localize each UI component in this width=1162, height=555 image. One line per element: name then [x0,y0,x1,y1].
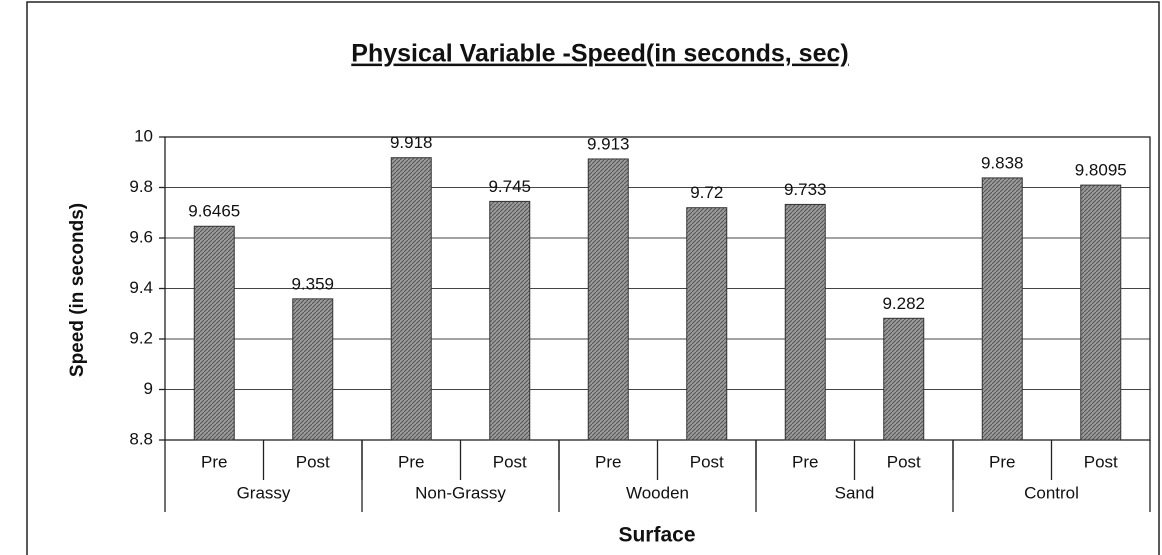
data-label: 9.8095 [1075,161,1127,180]
x-tick-label: Pre [595,452,621,471]
x-tick-label: Post [296,452,330,471]
data-label: 9.733 [784,180,827,199]
group-label: Wooden [626,483,689,502]
x-tick-label: Pre [201,452,227,471]
data-label: 9.918 [390,133,433,152]
x-tick-label: Post [1084,452,1118,471]
group-label: Non-Grassy [415,483,506,502]
bar [981,177,1023,441]
group-label: Control [1024,483,1079,502]
y-tick-label: 9.8 [129,177,153,196]
y-axis-label: Speed (in seconds) [67,203,88,377]
bar [686,207,728,441]
bar [587,158,629,441]
data-label: 9.913 [587,134,630,153]
bar [1080,184,1122,441]
data-label: 9.838 [981,153,1024,172]
y-tick-label: 10 [134,126,153,145]
bar [193,225,235,441]
bar [292,298,334,441]
data-label: 9.6465 [188,202,240,221]
x-tick-label: Pre [398,452,424,471]
data-label: 9.282 [882,294,925,313]
chart-title: Physical Variable -Speed(in seconds, sec… [351,40,848,68]
y-tick-label: 9.6 [129,227,153,246]
x-tick-label: Post [690,452,724,471]
data-label: 9.72 [690,183,723,202]
group-label: Sand [835,483,875,502]
y-tick-label: 8.8 [129,429,153,448]
group-label: Grassy [237,483,291,502]
bar [390,157,432,441]
data-label: 9.359 [291,274,334,293]
x-tick-label: Pre [792,452,818,471]
y-tick-label: 9 [144,379,153,398]
bar [489,200,531,441]
bar [883,317,925,441]
x-tick-label: Post [887,452,921,471]
y-tick-label: 9.4 [129,278,153,297]
x-tick-label: Pre [989,452,1015,471]
y-tick-label: 9.2 [129,328,153,347]
x-axis-label: Surface [618,524,695,547]
x-tick-label: Post [493,452,527,471]
data-label: 9.745 [488,177,531,196]
bar [784,203,826,441]
frame [26,1,1160,555]
